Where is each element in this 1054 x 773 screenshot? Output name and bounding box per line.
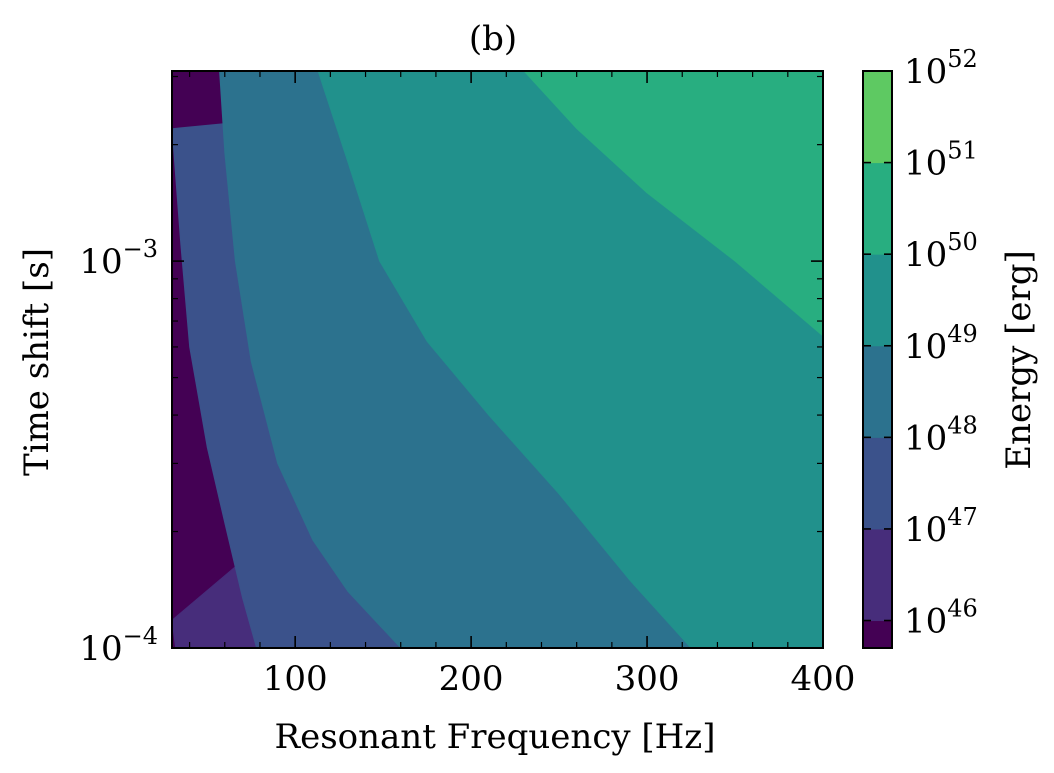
colorbar-segment [863, 345, 892, 438]
x-axis-ticks: 100 200 300 400 [188, 71, 856, 699]
y-tick-label: 10−3 [79, 235, 158, 282]
y-axis-label: Time shift [s] [17, 248, 57, 476]
x-axis-label: Resonant Frequency [Hz] [275, 717, 716, 757]
colorbar-ticks: 1046 1047 1048 1049 1050 1051 1052 [863, 45, 978, 642]
plot-frame [171, 70, 824, 649]
colorbar-segment [863, 620, 892, 649]
x-tick-label: 100 [263, 659, 328, 699]
colorbar-tick-label: 1049 [904, 320, 978, 367]
colorbar-tick-label: 1048 [904, 411, 978, 458]
colorbar-segment [863, 254, 892, 347]
x-tick-label: 200 [439, 659, 504, 699]
colorbar-label: Energy [erg] [999, 250, 1039, 470]
colorbar-tick-label: 1051 [904, 137, 978, 184]
y-axis-ticks: 10−4 10−3 [79, 75, 823, 669]
colorbar-tick-label: 1052 [904, 45, 978, 92]
colorbar-tick-label: 1047 [904, 503, 978, 550]
colorbar-frame [862, 70, 893, 649]
chart-title: (b) [469, 19, 517, 59]
contour-regions [172, 71, 823, 648]
colorbar-segment [863, 162, 892, 255]
contour-region-above-1e50 [523, 71, 823, 362]
colorbar-segment [863, 437, 892, 530]
x-tick-label: 300 [615, 659, 680, 699]
y-tick-label: 10−4 [79, 622, 158, 669]
colorbar-segment [863, 71, 892, 164]
colorbar-tick-label: 1050 [904, 228, 978, 275]
colorbar-tick-label: 1046 [904, 595, 978, 642]
colorbar [863, 71, 892, 649]
x-tick-label: 400 [791, 659, 856, 699]
colorbar-segment [863, 528, 892, 622]
